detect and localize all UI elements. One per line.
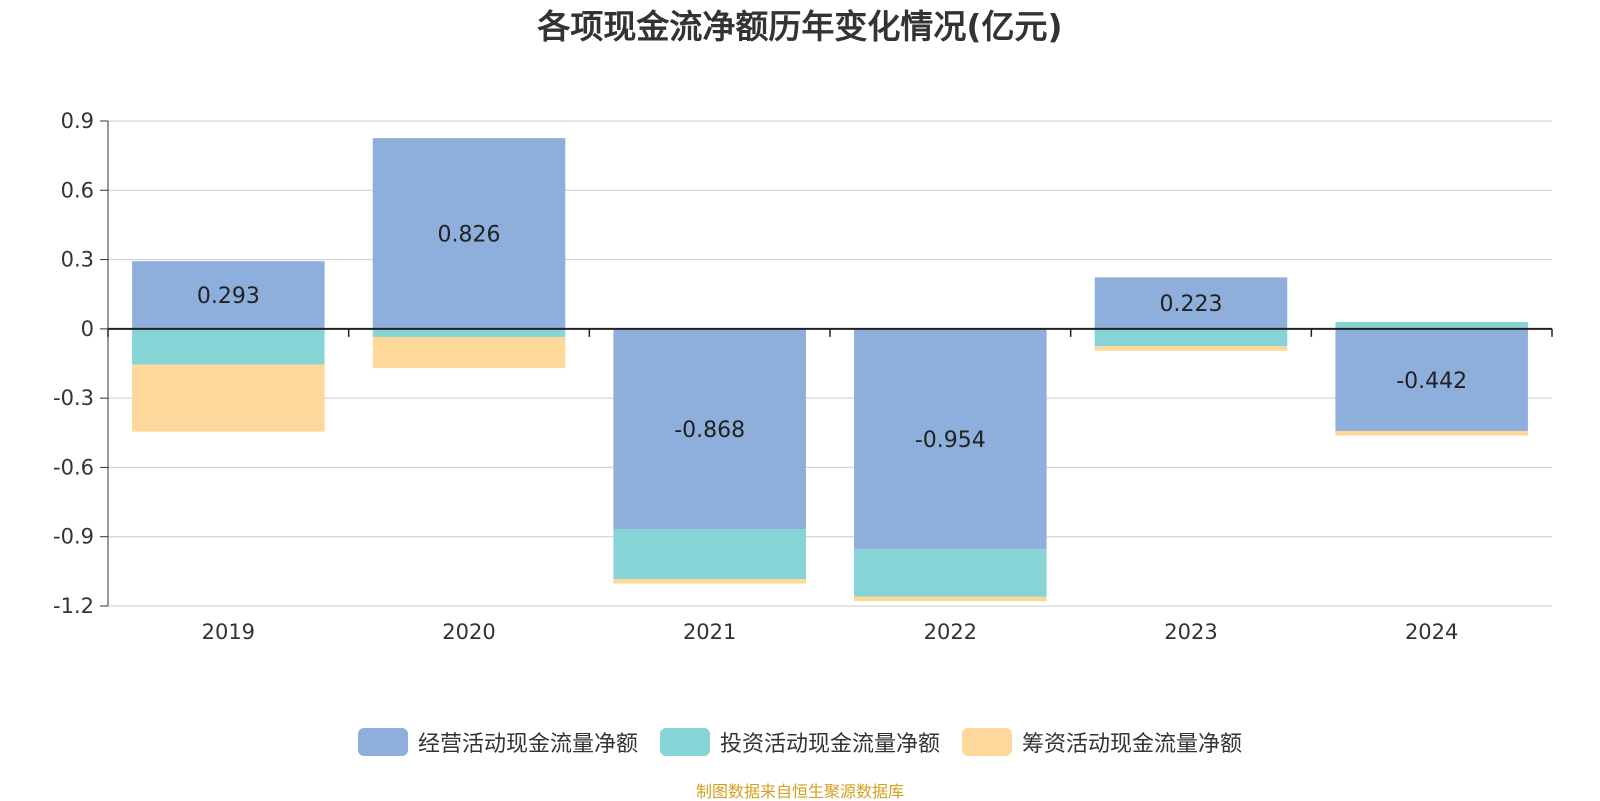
chart-plot: 0.9 0.6 0.3 0 -0.3 -0.6 -0.9 -1.2 2019 2020 2021 20… [53,109,1553,644]
bar-2022-series-2 [854,596,1047,602]
bar-2022-series-1 [854,549,1047,597]
data-label: 0.223 [1160,292,1223,317]
x-tick-label: 2021 [683,620,736,644]
y-tick-label: 0.9 [61,109,94,133]
x-tick-label: 2023 [1164,620,1217,644]
x-tick-label: 2024 [1405,620,1458,644]
bar-2024-series-1 [1335,321,1528,329]
chart-title: 各项现金流净额历年变化情况(亿元) [537,7,1063,46]
data-label: 0.293 [197,284,260,309]
legend-label: 经营活动现金流量净额 [417,732,638,757]
bar-2024-series-0 [1335,328,1528,431]
bar-2019-series-1 [132,328,325,365]
bar-2019-series-0 [132,261,325,329]
y-tick-label: 0.3 [61,248,94,272]
y-tick-label: -0.6 [53,455,94,479]
legend-label: 筹资活动现金流量净额 [1022,732,1243,757]
x-tick-label: 2020 [442,620,495,644]
bar-2020-series-2 [372,336,566,369]
data-labels: 0.293 0.826 -0.868 -0.954 0.223 -0.442 [107,222,1553,453]
bars [132,138,1528,602]
data-label: -0.868 [674,418,745,443]
x-tick-label: 2022 [924,620,977,644]
bar-2020-series-1 [372,328,566,337]
bar-2021-series-1 [613,529,806,579]
y-tick-label: -0.9 [53,525,94,549]
bar-2024-series-2 [1335,430,1528,436]
bar-2023-series-0 [1094,277,1288,329]
data-label: 0.826 [438,222,501,247]
legend-item[interactable]: 筹资活动现金流量净额 [962,726,1242,758]
legend-swatch [659,728,710,756]
data-label: -0.954 [915,428,986,453]
bar-2021-series-2 [613,578,806,584]
axes: 0.9 0.6 0.3 0 -0.3 -0.6 -0.9 -1.2 2019 2020 2021 20… [53,109,1552,644]
y-tick-label: 0 [81,317,94,341]
data-label: -0.442 [1396,369,1467,394]
legend: 经营活动现金流量净额 投资活动现金流量净额 筹资活动现金流量净额 [0,726,1600,758]
source-note: 制图数据来自恒生聚源数据库 [695,782,904,801]
x-tick-label: 2019 [202,620,255,644]
bar-2023-series-1 [1094,328,1288,347]
legend-swatch [962,728,1012,756]
bar-2019-series-2 [132,364,325,432]
legend-swatch [357,728,408,756]
bar-2020-series-0 [372,138,566,329]
y-tick-label: -1.2 [53,594,94,618]
legend-item[interactable]: 投资活动现金流量净额 [659,726,940,758]
y-tick-label: -0.3 [53,386,94,410]
legend-label: 投资活动现金流量净额 [719,732,940,757]
y-tick-label: 0.6 [61,178,94,202]
bar-2023-series-2 [1094,346,1288,351]
legend-item[interactable]: 经营活动现金流量净额 [357,726,638,758]
bar-2022-series-0 [854,328,1047,550]
bar-2021-series-0 [613,328,806,530]
